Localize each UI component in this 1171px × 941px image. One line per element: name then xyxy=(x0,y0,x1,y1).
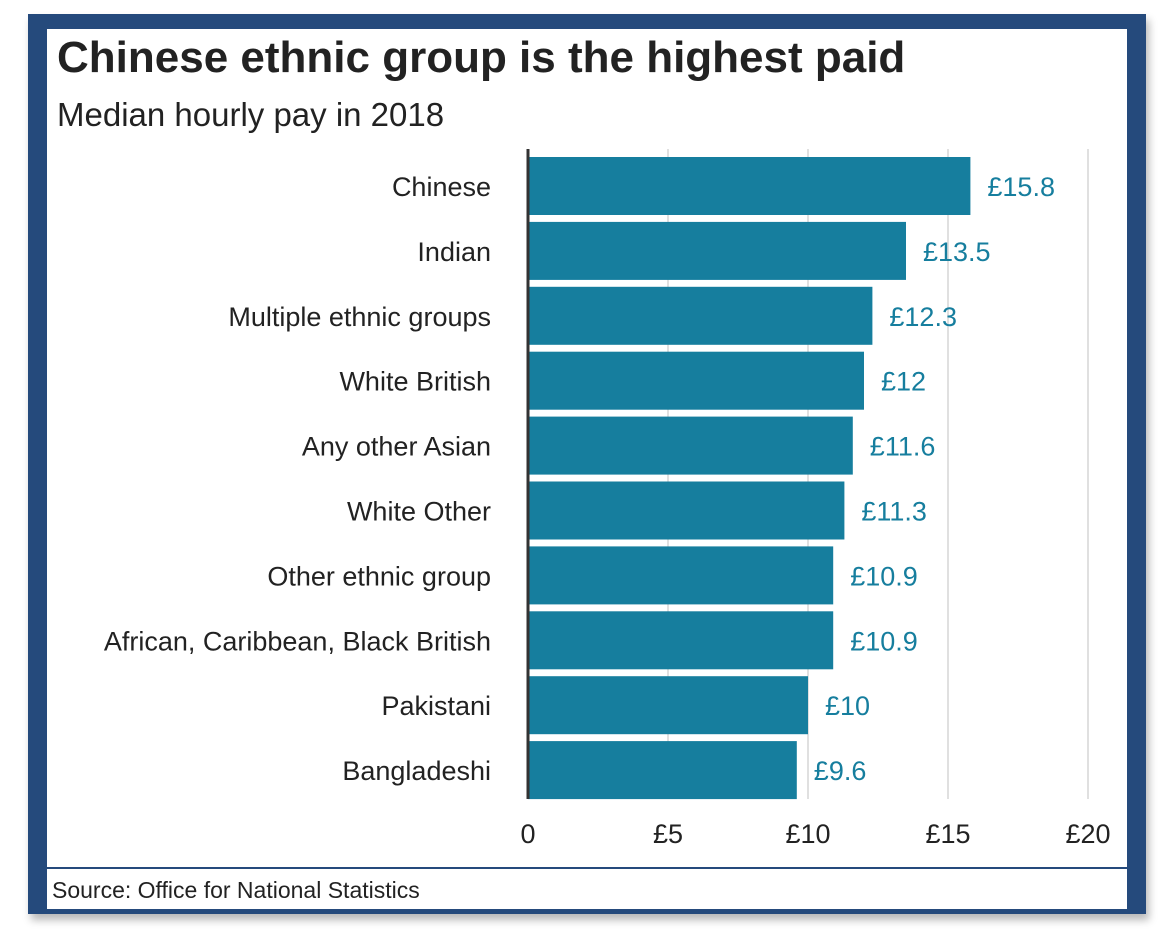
value-label: £11.3 xyxy=(861,497,927,527)
bar xyxy=(528,221,906,280)
category-label: Indian xyxy=(417,237,491,267)
chart-title: Chinese ethnic group is the highest paid xyxy=(57,33,906,82)
x-tick-label: £15 xyxy=(925,819,970,849)
x-tick-label: 0 xyxy=(520,819,535,849)
bar xyxy=(528,286,873,345)
category-label: Other ethnic group xyxy=(267,561,491,591)
value-label: £9.6 xyxy=(814,756,867,786)
value-label: £12 xyxy=(881,367,926,397)
bar-chart: Chinese £15.8 Indian £13.5 Multiple ethnic g… xyxy=(104,149,1111,849)
category-label: African, Caribbean, Black British xyxy=(104,626,491,656)
category-label: Multiple ethnic groups xyxy=(228,302,491,332)
bar xyxy=(528,676,808,735)
bar xyxy=(528,546,834,605)
category-label: White Other xyxy=(347,497,491,527)
value-label: £13.5 xyxy=(923,237,991,267)
value-label: £10.9 xyxy=(850,626,918,656)
bar xyxy=(528,481,845,540)
bar xyxy=(528,416,853,475)
source-bar: Source: Office for National Statistics xyxy=(47,867,1127,909)
source-text: Source: Office for National Statistics xyxy=(52,877,420,903)
category-label: White British xyxy=(339,367,491,397)
category-label: Any other Asian xyxy=(302,432,491,462)
category-label: Bangladeshi xyxy=(342,756,491,786)
value-label: £11.6 xyxy=(870,432,936,462)
bar xyxy=(528,157,971,215)
chart-subtitle: Median hourly pay in 2018 xyxy=(57,96,445,133)
x-tick-label: £10 xyxy=(785,819,830,849)
x-tick-label: £5 xyxy=(653,819,683,849)
bar xyxy=(528,351,864,410)
value-label: £10 xyxy=(825,691,870,721)
bar xyxy=(528,741,797,800)
value-label: £12.3 xyxy=(889,302,957,332)
value-label: £15.8 xyxy=(987,172,1055,202)
bar xyxy=(528,611,834,670)
value-label: £10.9 xyxy=(850,561,918,591)
x-tick-label: £20 xyxy=(1065,819,1110,849)
category-label: Chinese xyxy=(392,172,491,202)
category-label: Pakistani xyxy=(381,691,491,721)
chart-panel: Chinese ethnic group is the highest paid… xyxy=(47,29,1127,909)
